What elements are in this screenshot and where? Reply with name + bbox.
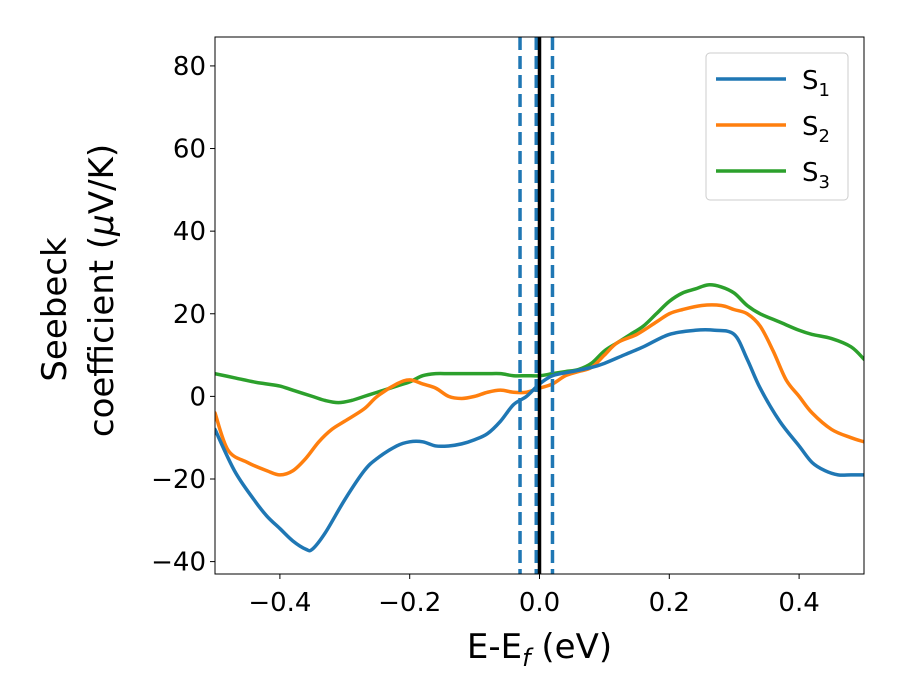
legend-label-s2: S2 [802,112,830,147]
x-axis-label-unit: (eV) [531,627,613,667]
plot-lines [215,37,864,574]
y-axis-label-line2: coefficient (μV/K) [82,144,122,437]
x-tick-label: −0.4 [248,588,311,618]
x-axis: −0.4 −0.2 0.0 0.2 0.4 [248,574,820,618]
y-axis-label: Seebeck coefficient (μV/K) [35,144,122,437]
y-tick-label: 20 [173,300,206,330]
y-tick-label: 60 [173,135,206,165]
x-tick-label: 0.2 [649,588,690,618]
y-axis-label-suffix: V/K) [82,144,122,214]
y-tick-label: 80 [173,52,206,82]
y-tick-label: −40 [151,548,206,578]
y-axis-label-prefix: coefficient ( [82,236,122,437]
x-tick-label: 0.4 [778,588,819,618]
y-tick-label: 0 [189,382,206,412]
x-axis-label-base: E-E [467,627,522,667]
legend-label-s3: S3 [802,158,830,193]
y-axis-label-mu: μ [82,214,122,237]
x-axis-label: E-Ef (eV) [467,627,612,672]
series-line-s1 [215,328,864,553]
y-tick-label: −20 [151,465,206,495]
y-axis-label-line1: Seebeck [35,237,75,382]
x-tick-label: −0.2 [378,588,441,618]
y-axis: −40 −20 0 20 40 60 80 [151,52,215,578]
y-tick-label: 40 [173,217,206,247]
x-tick-label: 0.0 [519,588,560,618]
legend: S1 S2 S3 [705,52,849,201]
legend-label-s1: S1 [802,66,830,101]
